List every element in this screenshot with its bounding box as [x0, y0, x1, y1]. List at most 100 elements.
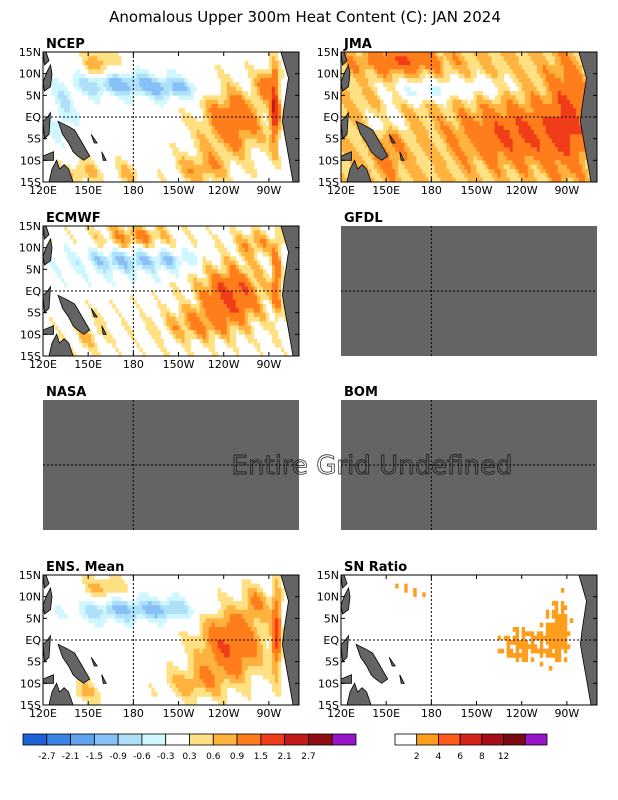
heatmap-cell	[458, 169, 462, 174]
heatmap-cell	[205, 134, 210, 140]
heatmap-cell	[85, 86, 89, 92]
heatmap-cell	[392, 151, 396, 157]
land-mass	[43, 151, 54, 161]
heatmap-cell	[163, 260, 167, 266]
heatmap-cell	[422, 104, 426, 109]
heatmap-cell	[184, 112, 188, 118]
heatmap-cell	[250, 125, 255, 131]
heatmap-cell	[193, 156, 197, 161]
heatmap-cell	[425, 56, 429, 62]
x-tick-label: 120E	[327, 184, 355, 197]
heatmap-cell	[55, 130, 59, 135]
heatmap-cell	[139, 234, 143, 240]
heatmap-cell	[401, 151, 405, 157]
heatmap-cell	[530, 104, 535, 109]
heatmap-cell	[512, 177, 517, 182]
heatmap-cell	[223, 112, 228, 118]
heatmap-cell	[482, 56, 486, 62]
heatmap-cell	[97, 234, 101, 240]
heatmap-cell	[220, 596, 225, 602]
land-mass	[43, 159, 74, 182]
heatmap-cell	[109, 575, 113, 580]
heatmap-cell	[124, 234, 128, 240]
heatmap-cell	[458, 117, 462, 122]
heatmap-cell	[431, 164, 435, 170]
heatmap-cell	[199, 282, 204, 288]
heatmap-cell	[527, 160, 532, 166]
heatmap-cell	[491, 151, 495, 157]
heatmap-cell	[226, 265, 231, 270]
heatmap-cell	[229, 321, 234, 327]
heatmap-cell	[241, 95, 246, 101]
heatmap-cell	[208, 99, 213, 105]
heatmap-cell	[121, 82, 125, 88]
heatmap-cell	[76, 177, 80, 182]
heatmap-cell	[217, 282, 222, 288]
heatmap-cell	[241, 91, 246, 96]
heatmap-cell	[356, 95, 360, 101]
heatmap-cell	[416, 143, 420, 148]
heatmap-cell	[494, 78, 499, 83]
heatmap-cell	[103, 583, 107, 589]
heatmap-cell	[536, 169, 541, 174]
heatmap-cell	[467, 112, 471, 118]
heatmap-cell	[118, 56, 122, 62]
heatmap-cell	[440, 60, 444, 66]
heatmap-cell	[431, 147, 435, 153]
heatmap-cell	[545, 156, 550, 161]
heatmap-cell	[205, 338, 210, 344]
heatmap-cell	[118, 588, 122, 593]
heatmap-cell	[446, 164, 450, 170]
heatmap-cell	[503, 104, 508, 109]
heatmap-cell	[259, 286, 264, 292]
heatmap-cell	[241, 321, 246, 327]
heatmap-cell	[542, 104, 547, 109]
heatmap-cell	[572, 117, 577, 122]
heatmap-cell	[238, 130, 243, 135]
heatmap-cell	[49, 121, 53, 127]
heatmap-cell	[536, 91, 541, 96]
heatmap-cell	[112, 252, 116, 257]
heatmap-cell	[449, 108, 453, 114]
heatmap-cell	[374, 60, 378, 66]
heatmap-cell	[253, 291, 258, 296]
heatmap-cell	[115, 239, 119, 244]
heatmap-cell	[341, 164, 345, 170]
heatmap-cell	[548, 130, 553, 135]
heatmap-cell	[461, 73, 465, 79]
land-mass	[101, 151, 107, 161]
heatmap-cell	[401, 112, 405, 118]
heatmap-cell	[554, 52, 559, 57]
land-mass	[43, 285, 51, 314]
heatmap-cell	[115, 260, 119, 266]
heatmap-cell	[542, 156, 547, 161]
heatmap-cell	[422, 69, 426, 75]
heatmap-cell	[157, 78, 161, 83]
heatmap-cell	[127, 260, 131, 266]
heatmap-cell	[458, 147, 462, 153]
heatmap-cell	[184, 151, 188, 157]
heatmap-cell	[196, 282, 201, 288]
heatmap-cell	[491, 147, 495, 153]
heatmap-cell	[205, 156, 210, 161]
heatmap-cell	[139, 73, 143, 79]
heatmap-cell	[178, 596, 182, 602]
heatmap-cell	[512, 73, 517, 79]
heatmap-cell	[181, 308, 185, 314]
heatmap-cell	[238, 252, 243, 257]
heatmap-cell	[121, 317, 125, 322]
heatmap-cell	[545, 65, 550, 70]
heatmap-cell	[142, 78, 146, 83]
heatmap-cell	[160, 78, 164, 83]
heatmap-cell	[542, 169, 547, 174]
heatmap-cell	[139, 78, 143, 83]
heatmap-cell	[214, 156, 219, 161]
heatmap-cell	[226, 134, 231, 140]
heatmap-cell	[247, 73, 252, 79]
heatmap-cell	[106, 265, 110, 270]
heatmap-cell	[271, 134, 276, 140]
heatmap-cell	[235, 243, 240, 249]
heatmap-cell	[386, 73, 390, 79]
heatmap-cell	[73, 265, 77, 270]
heatmap-cell	[133, 265, 137, 270]
